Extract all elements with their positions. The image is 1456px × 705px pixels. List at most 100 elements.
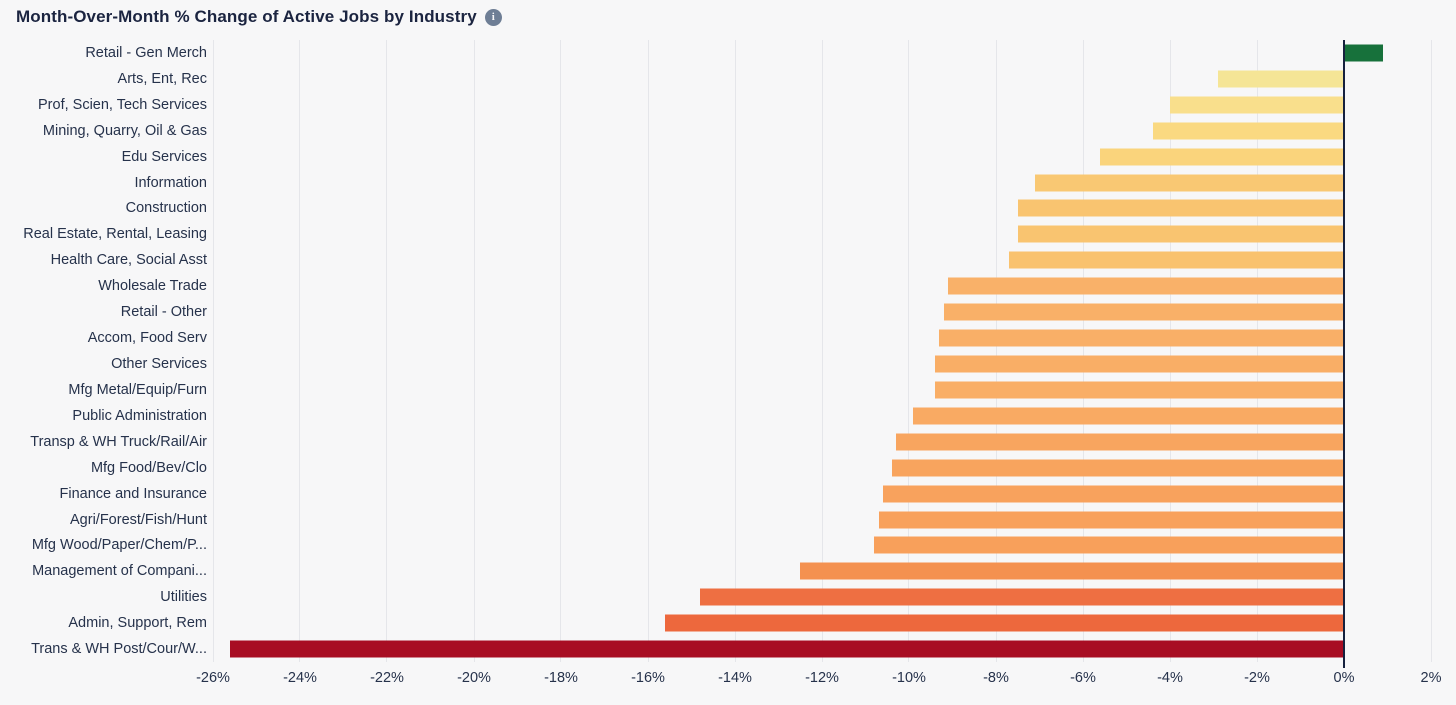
bar-row	[213, 507, 1431, 533]
x-tick-label: 2%	[1420, 670, 1442, 686]
bar-row	[213, 196, 1431, 222]
category-label: Trans & WH Post/Cour/W...	[31, 641, 207, 658]
bar[interactable]	[874, 536, 1344, 554]
bar-row	[213, 377, 1431, 403]
x-tick-label: -18%	[544, 670, 578, 686]
grid-line	[1082, 40, 1084, 662]
bar[interactable]	[1035, 174, 1344, 192]
plot-area: -26% -24% -22% -20% -18% -16% -14% -12% -10% -8% -…	[196, 40, 1441, 686]
category-label: Edu Services	[121, 148, 207, 165]
bar[interactable]	[1017, 225, 1344, 243]
bar[interactable]	[948, 277, 1344, 295]
category-label: Transp & WH Truck/Rail/Air	[30, 433, 207, 450]
x-tick-label: -14%	[718, 670, 752, 686]
bar[interactable]	[665, 614, 1344, 632]
bar-row	[213, 558, 1431, 584]
grid-line	[995, 40, 997, 662]
category-label: Mfg Wood/Paper/Chem/P...	[31, 537, 207, 554]
bar-row	[213, 533, 1431, 559]
category-label: Other Services	[111, 356, 207, 373]
bar[interactable]	[943, 303, 1344, 321]
grid-line	[1430, 40, 1432, 662]
category-label: Wholesale Trade	[98, 278, 207, 295]
bar[interactable]	[1343, 44, 1384, 62]
bar[interactable]	[1217, 70, 1344, 88]
bar-row	[213, 40, 1431, 66]
bar-row	[213, 403, 1431, 429]
bar-row	[213, 351, 1431, 377]
grid-line	[212, 40, 214, 662]
x-tick-label: 0%	[1333, 670, 1355, 686]
chart-header: Month-Over-Month % Change of Active Jobs…	[16, 7, 502, 27]
grid-line	[560, 40, 562, 662]
bar-row	[213, 455, 1431, 481]
bar-row	[213, 66, 1431, 92]
bar[interactable]	[1009, 251, 1344, 269]
grid-line	[1256, 40, 1258, 662]
category-label: Mfg Metal/Equip/Furn	[68, 381, 207, 398]
bar[interactable]	[230, 640, 1344, 658]
bar-row	[213, 299, 1431, 325]
bar-row	[213, 118, 1431, 144]
category-label: Management of Compani...	[32, 563, 207, 580]
category-label: Health Care, Social Asst	[50, 252, 207, 269]
bar[interactable]	[891, 459, 1344, 477]
bar-row	[213, 247, 1431, 273]
category-label: Retail - Other	[120, 304, 207, 321]
x-tick-label: -6%	[1070, 670, 1096, 686]
grid-line	[1169, 40, 1171, 662]
bar[interactable]	[882, 485, 1344, 503]
bar-rows	[213, 40, 1431, 662]
grid-line	[647, 40, 649, 662]
grid-line	[821, 40, 823, 662]
bar[interactable]	[1017, 199, 1344, 217]
category-label: Admin, Support, Rem	[68, 615, 207, 632]
category-label: Mfg Food/Bev/Clo	[90, 459, 207, 476]
bar[interactable]	[800, 562, 1344, 580]
info-circle-icon[interactable]: i	[484, 8, 502, 26]
x-tick-label: -4%	[1157, 670, 1183, 686]
category-label: Agri/Forest/Fish/Hunt	[70, 511, 207, 528]
bar-row	[213, 170, 1431, 196]
bar-row	[213, 636, 1431, 662]
grid-line	[473, 40, 475, 662]
bar-row	[213, 584, 1431, 610]
zero-axis-line	[1343, 40, 1345, 668]
category-label: Finance and Insurance	[59, 485, 207, 502]
bar-row	[213, 610, 1431, 636]
bar-row	[213, 325, 1431, 351]
category-axis: Retail - Gen Merch Arts, Ent, Rec Prof, Sc…	[0, 40, 207, 662]
bar[interactable]	[1170, 96, 1344, 114]
bar[interactable]	[700, 588, 1344, 606]
bar[interactable]	[935, 381, 1344, 399]
grid-line	[299, 40, 301, 662]
x-tick-label: -8%	[983, 670, 1009, 686]
x-axis: -26% -24% -22% -20% -18% -16% -14% -12% -10% -8% -…	[196, 662, 1441, 696]
chart-title: Month-Over-Month % Change of Active Jobs…	[16, 7, 477, 26]
bar[interactable]	[939, 329, 1344, 347]
x-tick-label: -2%	[1244, 670, 1270, 686]
bar[interactable]	[895, 433, 1344, 451]
x-tick-label: -20%	[457, 670, 491, 686]
bar-row	[213, 144, 1431, 170]
bar-row	[213, 429, 1431, 455]
bar-row	[213, 273, 1431, 299]
bar[interactable]	[1152, 122, 1344, 140]
x-tick-label: -12%	[805, 670, 839, 686]
category-label: Accom, Food Serv	[87, 330, 207, 347]
category-label: Prof, Scien, Tech Services	[38, 96, 207, 113]
bar-row	[213, 92, 1431, 118]
bar[interactable]	[1100, 148, 1344, 166]
category-label: Utilities	[160, 589, 207, 606]
category-label: Information	[134, 174, 207, 191]
x-tick-label: -26%	[196, 670, 230, 686]
grid-line	[734, 40, 736, 662]
x-tick-label: -10%	[892, 670, 926, 686]
bar[interactable]	[913, 407, 1344, 425]
x-tick-label: -22%	[370, 670, 404, 686]
bar[interactable]	[935, 355, 1344, 373]
bar-row	[213, 221, 1431, 247]
bar[interactable]	[878, 511, 1344, 529]
category-label: Retail - Gen Merch	[85, 44, 207, 61]
